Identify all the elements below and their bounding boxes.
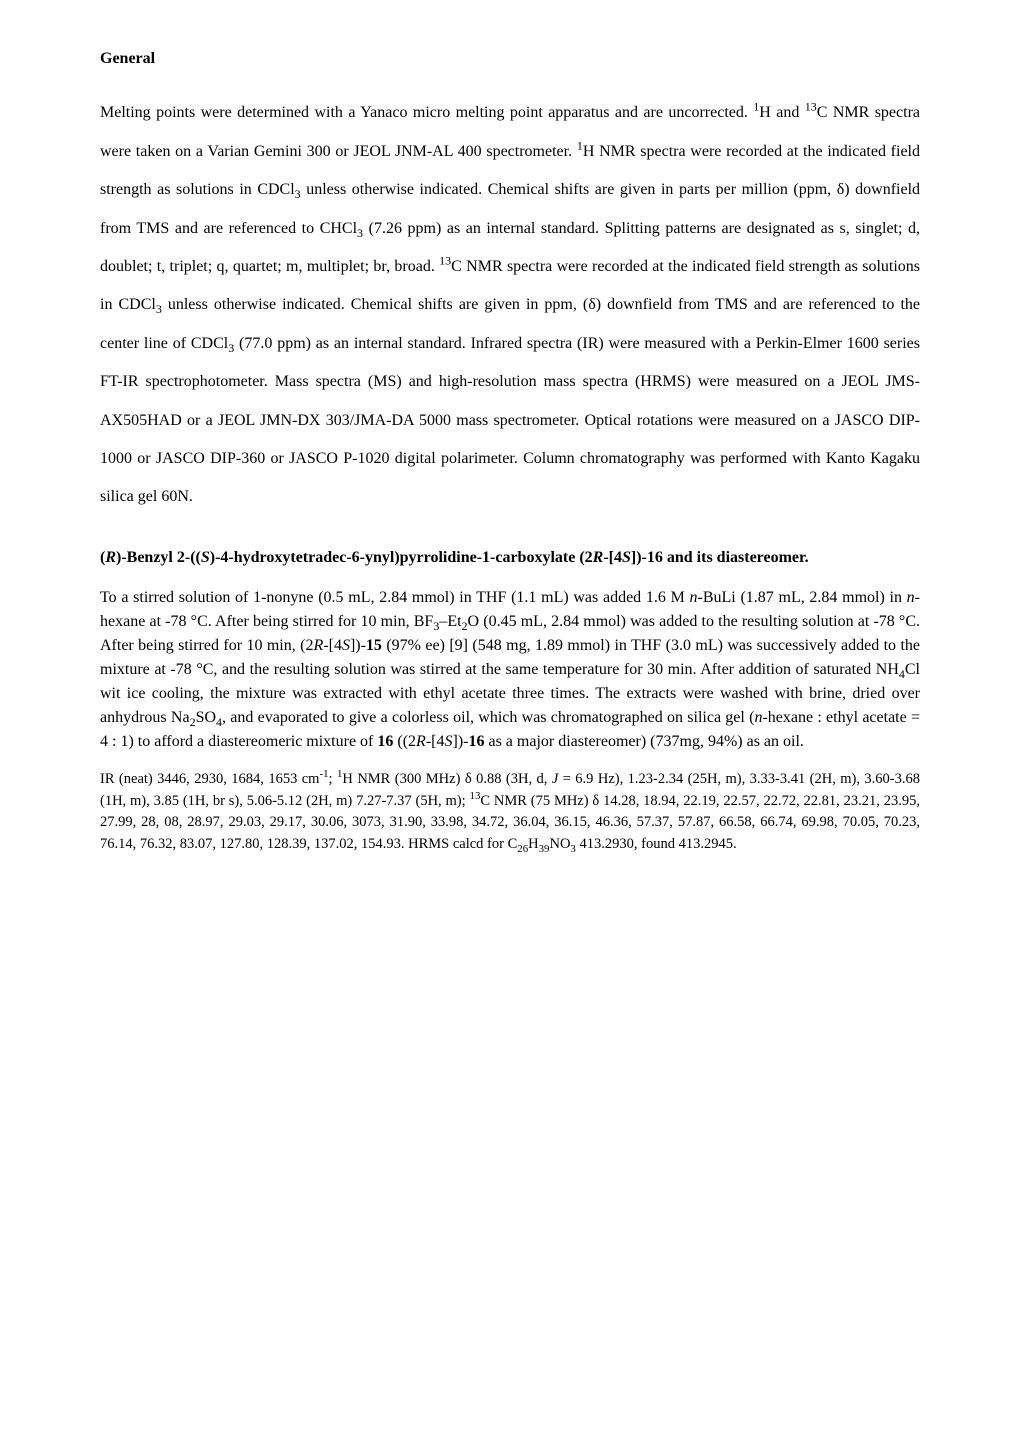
text: To a stirred solution of 1-nonyne (0.5 m… [100,589,690,606]
text: HRMS calcd for C [408,836,517,852]
sup-neg1: -1 [319,768,328,780]
stereodescriptor: S [342,637,350,654]
italic-n: n [907,589,915,606]
compound-body-paragraph: To a stirred solution of 1-nonyne (0.5 m… [100,586,920,754]
text: ])- [452,733,468,750]
sub-26: 26 [517,843,528,855]
text: H and [759,104,804,121]
sub-39: 39 [539,843,550,855]
spectral-data-paragraph: IR (neat) 3446, 2930, 1684, 1653 cm-1; 1… [100,769,920,856]
text: (77.0 ppm) as an internal standard. Infr… [100,335,920,506]
text: -BuLi (1.87 mL, 2.84 mmol) in [698,589,907,606]
sup-13: 13 [470,790,481,802]
text: ((2 [393,733,416,750]
compound-number: 16 [468,733,484,750]
stereodescriptor: S [622,549,631,566]
text: 413.2930, found 413.2945. [576,836,737,852]
text: ])- [350,637,366,654]
text: IR (neat) 3446, 2930, 1684, 1653 cm [100,771,319,787]
italic-n: n [690,589,698,606]
text: H NMR (300 MHz) δ 0.88 (3H, d, [342,771,551,787]
text: , and evaporated to give a colorless oil… [222,709,754,726]
stereodescriptor: R [105,549,116,566]
text: –Et [439,613,461,630]
sup-13: 13 [439,254,451,268]
general-paragraph: Melting points were determined with a Ya… [100,94,920,516]
text: NO [549,836,570,852]
text: Melting points were determined with a Ya… [100,104,753,121]
stereodescriptor: R [593,549,604,566]
text: -[4 [323,637,342,654]
text: ])-16 and its diastereomer. [631,549,809,566]
section-heading-compound: (R)-Benzyl 2-((S)-4-hydroxytetradec-6-yn… [100,545,920,571]
text: H [528,836,538,852]
text: SO [196,709,216,726]
text: )-Benzyl 2-(( [116,549,201,566]
text: as a major diastereomer) (737mg, 94%) as… [484,733,803,750]
sup-13: 13 [805,100,817,114]
text: )-4-hydroxytetradec-6-ynyl)pyrrolidine-1… [210,549,593,566]
stereodescriptor: R [314,637,324,654]
section-heading-general: General [100,40,920,78]
text: ; [329,771,337,787]
compound-number: 15 [366,637,382,654]
compound-number: 16 [377,733,393,750]
text: -[4 [426,733,445,750]
stereodescriptor: R [416,733,426,750]
stereodescriptor: S [201,549,210,566]
text: -[4 [603,549,622,566]
